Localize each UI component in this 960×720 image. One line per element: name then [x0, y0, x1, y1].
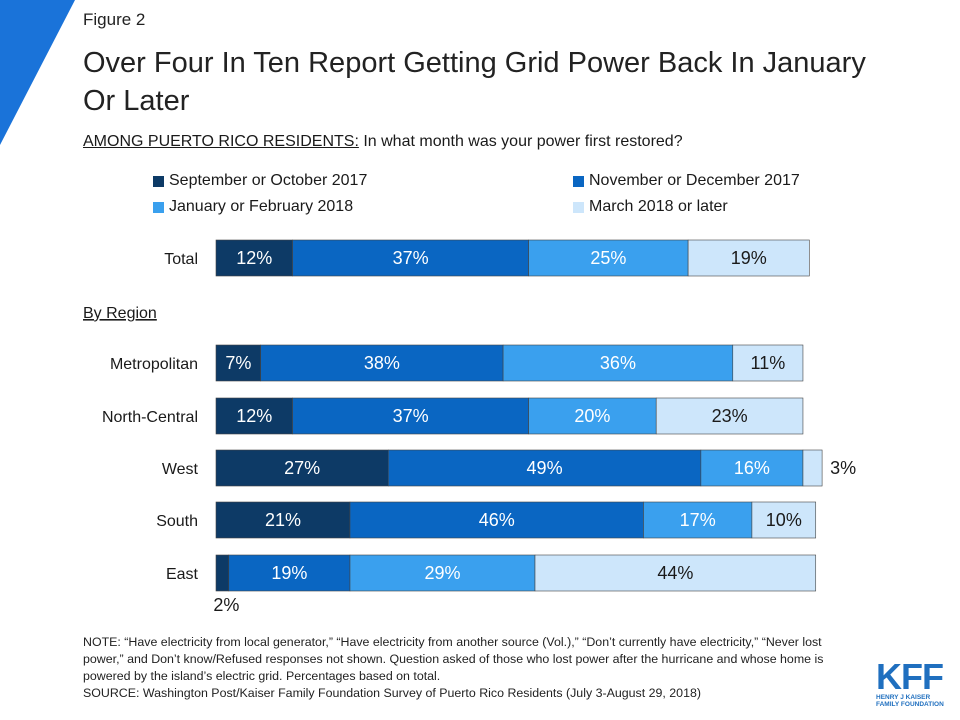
kff-logo: KFF HENRY J KAISER FAMILY FOUNDATION [876, 656, 944, 709]
subtitle-population: AMONG PUERTO RICO RESIDENTS: [83, 133, 359, 150]
data-label-east-s4: 44% [657, 563, 693, 583]
subtitle-question: In what month was your power first resto… [358, 133, 683, 150]
note-text: NOTE: “Have electricity from local gener… [83, 635, 824, 683]
data-label-metropolitan-s4: 11% [751, 353, 786, 373]
category-label-metropolitan: Metropolitan [110, 356, 198, 373]
bar-east-s3 [349, 554, 536, 592]
data-label-total-s2: 37% [393, 248, 429, 268]
category-label-south: South [156, 513, 198, 530]
bar-north-central-s2 [292, 397, 529, 435]
category-label-total: Total [164, 251, 198, 268]
legend-label-nov-dec: November or December 2017 [589, 172, 800, 189]
data-label-south-s1: 21% [265, 510, 301, 530]
legend-swatch-jan-feb [153, 201, 164, 213]
data-label-north-central-s3: 20% [574, 406, 610, 426]
figure-label: Figure 2 [83, 10, 146, 29]
stacked-bar-chart: By Region Total 12% 37% 25% 19% Metropolitan 7%… [83, 239, 856, 615]
legend-item-nov-dec: November or December 2017 [573, 172, 800, 190]
legend-swatch-sep-oct [153, 175, 164, 187]
legend-swatch-nov-dec [573, 175, 584, 187]
bar-total-s2 [292, 239, 529, 277]
data-label-south-s4: 10% [766, 510, 802, 530]
logo-mark: KFF [876, 656, 944, 697]
data-label-west-s1: 27% [284, 458, 320, 478]
bar-metropolitan-s1 [215, 344, 261, 382]
bar-north-central-s1 [215, 397, 293, 435]
data-label-east-s2: 19% [271, 563, 307, 583]
bar-west-s4 [802, 449, 823, 487]
section-label-by-region: By Region [83, 305, 157, 322]
data-label-north-central-s1: 12% [236, 406, 272, 426]
data-label-west-s3: 16% [734, 458, 770, 478]
bar-east-s1 [215, 554, 230, 592]
data-label-metropolitan-s1: 7% [225, 353, 251, 373]
data-label-east-s1: 2% [213, 595, 239, 615]
data-label-metropolitan-s2: 38% [364, 353, 400, 373]
data-label-south-s3: 17% [680, 510, 716, 530]
bar-east-s2 [228, 554, 351, 592]
chart-subtitle: AMONG PUERTO RICO RESIDENTS: In what mon… [83, 133, 683, 151]
data-label-metropolitan-s3: 36% [600, 353, 636, 373]
data-label-east-s3: 29% [424, 563, 460, 583]
legend-label-mar-later: March 2018 or later [589, 198, 728, 215]
category-label-west: West [162, 461, 199, 478]
bar-west-s3 [700, 449, 804, 487]
data-label-west-s4: 3% [830, 458, 856, 478]
legend-label-sep-oct: September or October 2017 [169, 172, 368, 189]
logo-line-1: HENRY J KAISER [876, 694, 931, 701]
bar-metropolitan-s3 [502, 344, 734, 382]
legend-label-jan-feb: January or February 2018 [169, 198, 354, 215]
legend-swatch-mar-later [573, 201, 584, 213]
bar-south-s3 [643, 501, 753, 539]
bar-total-s1 [215, 239, 293, 277]
bar-west-s2 [387, 449, 702, 487]
chart-title: Over Four In Ten Report Getting Grid Pow… [83, 47, 866, 117]
legend-item-sep-oct: September or October 2017 [153, 172, 367, 190]
bar-south-s1 [215, 501, 351, 539]
data-label-total-s1: 12% [236, 248, 272, 268]
bar-south-s2 [349, 501, 644, 539]
bar-metropolitan-s2 [260, 344, 504, 382]
data-label-south-s2: 46% [479, 510, 515, 530]
data-label-total-s3: 25% [590, 248, 626, 268]
bar-north-central-s3 [528, 397, 657, 435]
bar-south-s4 [751, 501, 817, 539]
legend-item-jan-feb: January or February 2018 [153, 198, 353, 216]
bar-metropolitan-s4 [732, 344, 804, 382]
data-label-west-s2: 49% [527, 458, 563, 478]
category-label-east: East [166, 566, 199, 583]
corner-accent-triangle [0, 0, 75, 145]
category-label-north-central: North-Central [102, 409, 198, 426]
data-label-north-central-s4: 23% [712, 406, 748, 426]
bar-total-s3 [528, 239, 689, 277]
data-label-total-s4: 19% [731, 248, 767, 268]
notes-block: NOTE: “Have electricity from local gener… [83, 634, 853, 702]
bar-east-s4 [534, 554, 817, 592]
legend-item-mar-later: March 2018 or later [573, 198, 728, 216]
bar-west-s1 [215, 449, 389, 487]
bar-total-s4 [687, 239, 810, 277]
source-text: SOURCE: Washington Post/Kaiser Family Fo… [83, 686, 701, 700]
logo-line-2: FAMILY FOUNDATION [876, 701, 944, 708]
bar-north-central-s4 [655, 397, 804, 435]
data-label-north-central-s2: 37% [393, 406, 429, 426]
